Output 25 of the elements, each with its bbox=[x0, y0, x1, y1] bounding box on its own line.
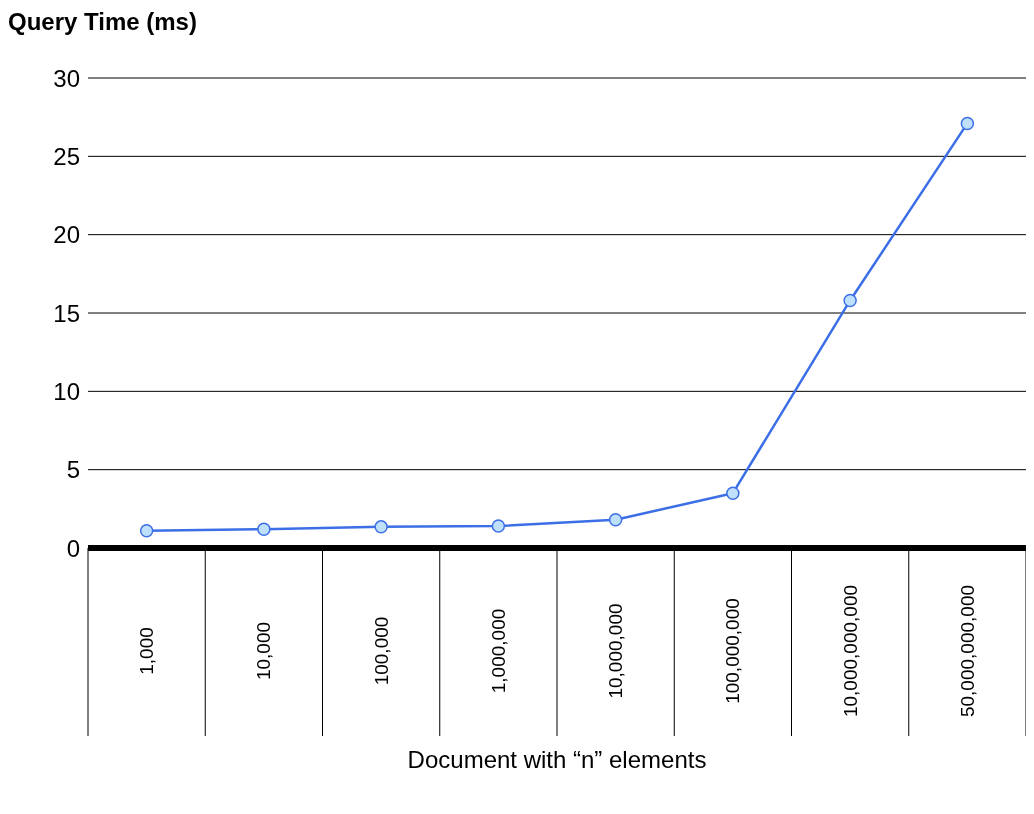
x-tick-label: 100,000,000 bbox=[722, 598, 744, 704]
point bbox=[608, 513, 623, 527]
y-tick-label: 5 bbox=[66, 456, 80, 484]
y-tick-label: 0 bbox=[66, 534, 80, 562]
point bbox=[726, 486, 740, 500]
x-tick-label: 10,000 bbox=[253, 621, 275, 681]
x-tick-label: 10,000,000,000 bbox=[839, 584, 861, 718]
y-tick-label: 10 bbox=[53, 377, 80, 405]
point bbox=[491, 519, 506, 533]
x-tick-label: 100,000 bbox=[370, 616, 392, 686]
x-tick-label: 1,000 bbox=[136, 627, 158, 675]
x-tick-label: 50,000,000,000 bbox=[956, 584, 978, 718]
point bbox=[139, 524, 154, 538]
y-axis-title: Query Time (ms) bbox=[8, 8, 198, 37]
x-tick-label: 10,000,000 bbox=[605, 603, 627, 699]
y-tick-label: 20 bbox=[53, 221, 80, 249]
point bbox=[374, 520, 388, 534]
x-tick-label: 1,000,000 bbox=[487, 608, 509, 694]
y-tick-label: 15 bbox=[53, 299, 80, 327]
point bbox=[257, 522, 271, 536]
y-tick-label: 25 bbox=[53, 142, 80, 170]
x-axis-title: Document with “n” elements bbox=[406, 746, 708, 774]
y-tick-label: 30 bbox=[53, 64, 80, 92]
point bbox=[960, 116, 975, 131]
point bbox=[843, 293, 857, 308]
